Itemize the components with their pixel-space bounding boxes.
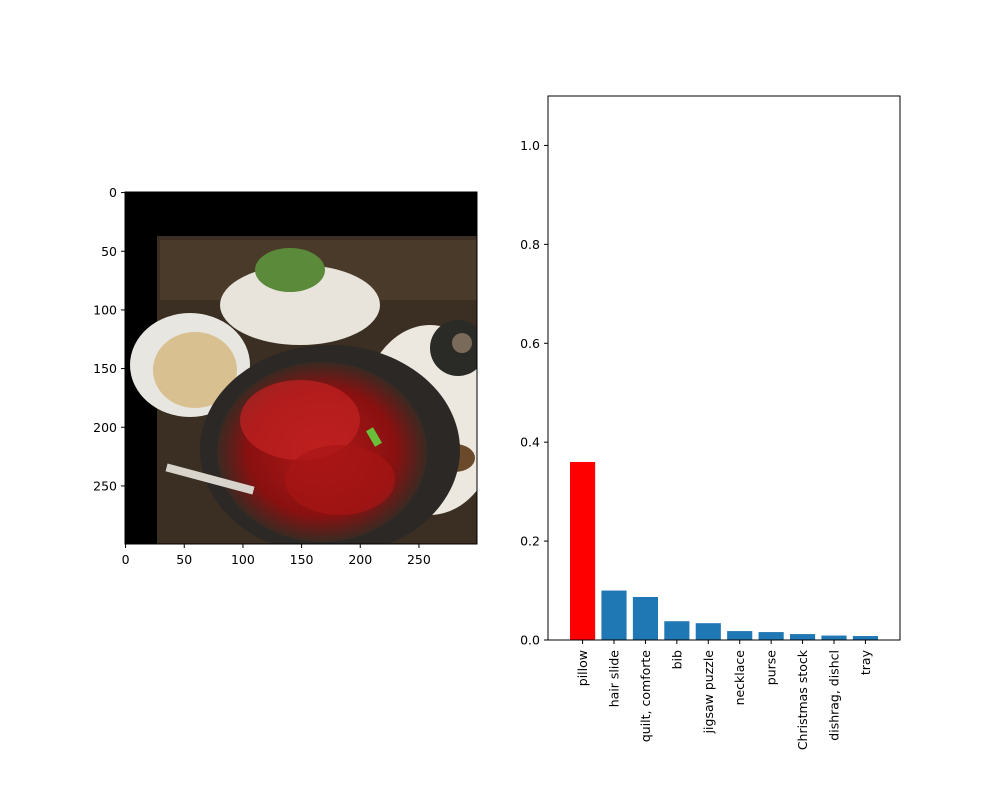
food-photo	[125, 192, 477, 544]
image-y-tick-label: 100	[93, 302, 117, 317]
bar-hair-slide	[601, 590, 627, 640]
bar-x-tick-label: bib	[669, 650, 684, 669]
bar-x-tick-label: dishrag, dishcl	[827, 650, 842, 741]
bars	[570, 461, 878, 640]
image-x-axis: 0 50 100 150 200 250	[122, 544, 431, 567]
bar-tray	[852, 636, 878, 640]
image-y-axis: 0 50 100 150 200 250	[93, 185, 125, 493]
bar-y-tick-label: 0.6	[520, 336, 540, 351]
image-x-tick-label: 200	[348, 552, 372, 567]
bar-pillow	[570, 461, 596, 640]
bar-x-tick-label: hair slide	[607, 650, 622, 708]
bar-y-tick-label: 0.4	[520, 435, 540, 450]
image-x-tick-label: 50	[176, 552, 192, 567]
image-x-tick-label: 250	[407, 552, 431, 567]
bar-dishrag-dishcl	[821, 635, 847, 640]
bar-x-tick-label: tray	[858, 649, 873, 675]
bar-christmas-stock	[790, 634, 816, 640]
bar-bib	[664, 621, 690, 640]
bar-quilt-comforte	[632, 596, 658, 640]
bar-y-tick-label: 0.0	[520, 633, 540, 648]
bar-y-axis: 0.0 0.2 0.4 0.6 0.8 1.0	[520, 138, 548, 648]
image-y-tick-label: 50	[101, 244, 117, 259]
bar-y-tick-label: 1.0	[520, 138, 540, 153]
image-y-tick-label: 150	[93, 361, 117, 376]
image-y-tick-label: 250	[93, 478, 117, 493]
bar-x-tick-label: necklace	[732, 650, 747, 706]
bar-y-tick-label: 0.8	[520, 237, 540, 252]
image-y-tick-label: 200	[93, 420, 117, 435]
image-x-tick-label: 0	[122, 552, 130, 567]
bar-necklace	[727, 631, 753, 640]
image-panel: 0 50 100 150 200 250 0 50 100 150 200 250	[93, 185, 478, 567]
bar-x-tick-label: quilt, comforte	[638, 650, 653, 742]
bar-jigsaw-puzzle	[695, 623, 721, 640]
bar-purse	[758, 632, 784, 640]
bar-y-tick-label: 0.2	[520, 534, 540, 549]
bar-x-tick-label: jigsaw puzzle	[701, 650, 716, 735]
bar-x-tick-label: Christmas stock	[795, 649, 810, 750]
bar-chart: 0.0 0.2 0.4 0.6 0.8 1.0 pillow hair slide quilt…	[520, 95, 901, 750]
plot-frame	[547, 95, 901, 641]
image-y-tick-label: 0	[109, 185, 117, 200]
bar-x-axis: pillow hair slide quilt, comforte bib jigsaw…	[575, 640, 873, 750]
bar-x-tick-label: pillow	[575, 650, 590, 686]
image-x-tick-label: 150	[290, 552, 314, 567]
image-x-tick-label: 100	[231, 552, 255, 567]
bar-x-tick-label: purse	[764, 650, 779, 686]
